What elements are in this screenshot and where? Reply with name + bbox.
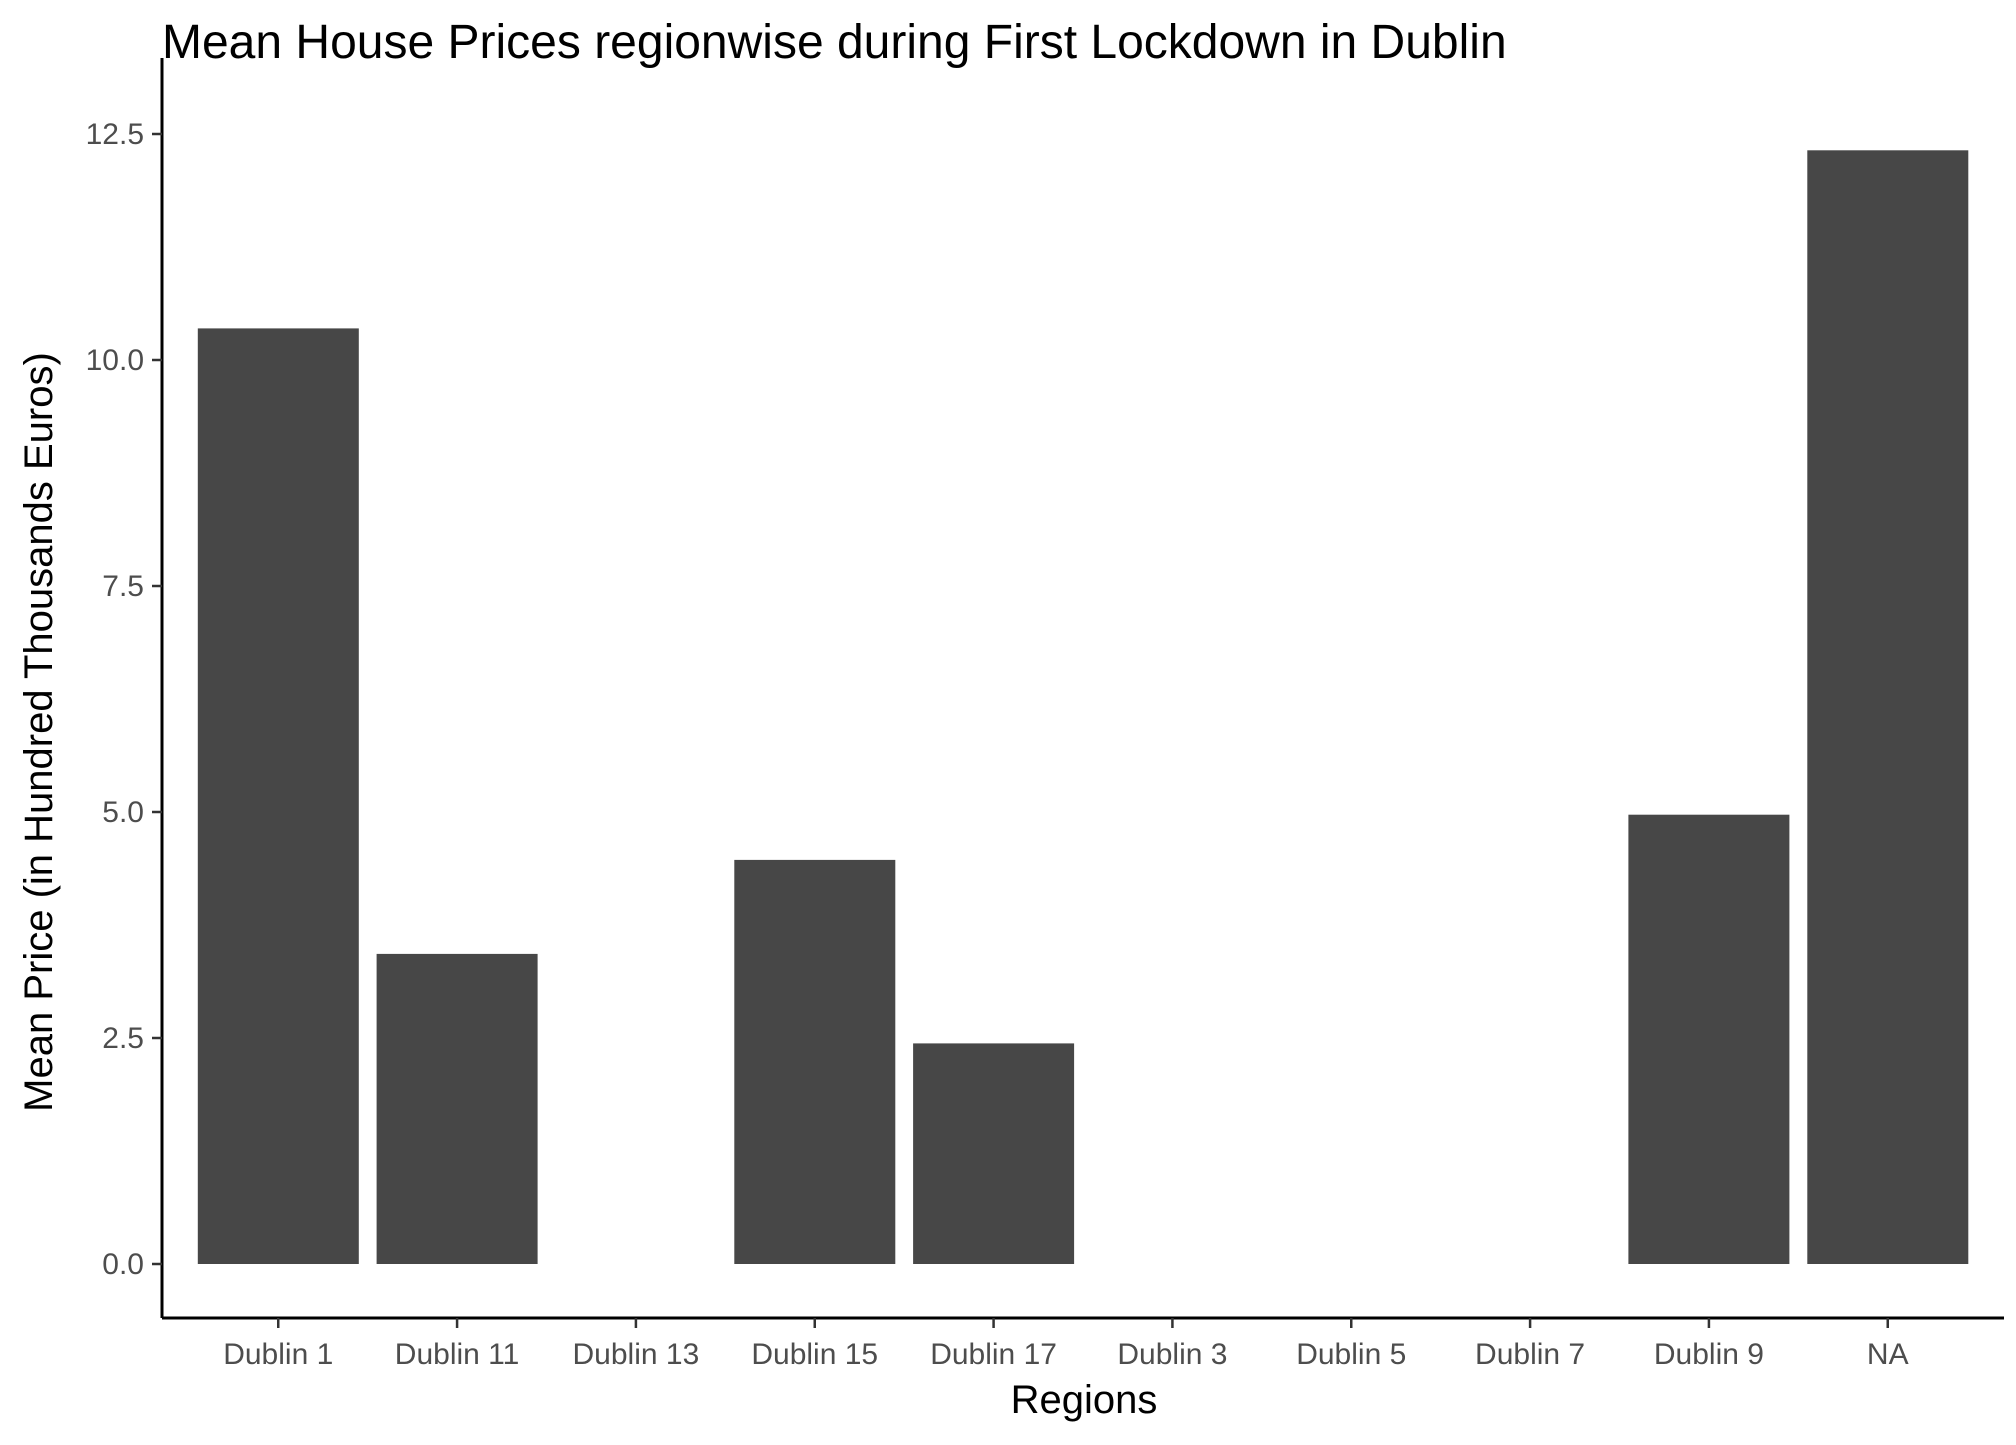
- bar-dublin-15: [734, 859, 896, 1264]
- y-tick-label: 0.0: [102, 1248, 144, 1281]
- bar-dublin-11: [376, 953, 538, 1264]
- y-tick-label: 10.0: [86, 344, 144, 377]
- y-tick-label: 2.5: [102, 1022, 144, 1055]
- x-axis-title: Regions: [1011, 1378, 1158, 1422]
- x-axis-ticks: Dublin 1 Dublin 11 Dublin 13 Dublin 15 Dubli…: [223, 1318, 1909, 1371]
- y-axis-ticks: 0.0 2.5 5.0 7.5 10.0 12.5: [86, 118, 162, 1281]
- y-axis-title: Mean Price (in Hundred Thousands Euros): [17, 352, 61, 1112]
- bar-dublin-17: [913, 1043, 1075, 1264]
- bar-na: [1807, 150, 1969, 1264]
- y-tick-label: 12.5: [86, 118, 144, 151]
- x-tick-label: Dublin 5: [1296, 1338, 1406, 1371]
- x-tick-label: Dublin 3: [1117, 1338, 1227, 1371]
- y-tick-label: 7.5: [102, 570, 144, 603]
- x-tick-label: Dublin 9: [1654, 1338, 1764, 1371]
- x-tick-label: Dublin 17: [930, 1338, 1057, 1371]
- chart-title: Mean House Prices regionwise during Firs…: [162, 16, 1507, 69]
- x-tick-label: Dublin 13: [573, 1338, 700, 1371]
- x-tick-label: Dublin 1: [223, 1338, 333, 1371]
- bar-dublin-1: [197, 328, 359, 1264]
- y-tick-label: 5.0: [102, 796, 144, 829]
- x-tick-label: Dublin 7: [1475, 1338, 1585, 1371]
- x-tick-label: Dublin 15: [751, 1338, 878, 1371]
- x-tick-label: NA: [1867, 1338, 1909, 1371]
- bar-dublin-9: [1628, 814, 1790, 1264]
- bars-layer: [197, 150, 1969, 1264]
- x-tick-label: Dublin 11: [395, 1338, 520, 1371]
